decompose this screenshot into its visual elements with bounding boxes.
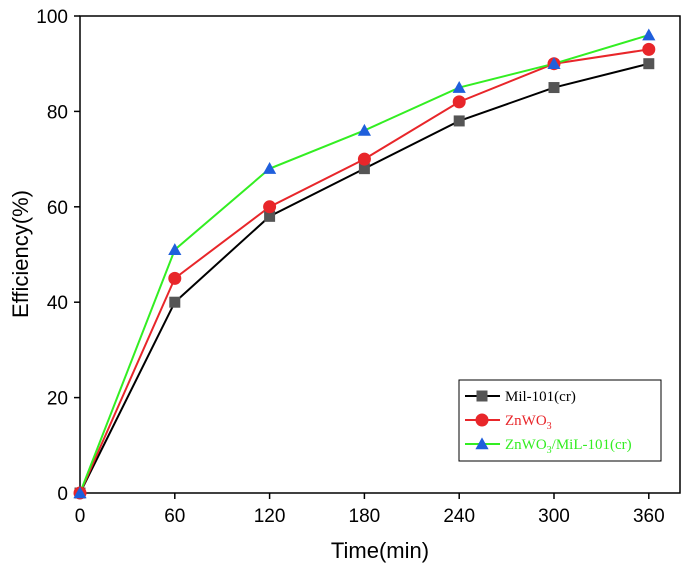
- data-point-composite: [642, 28, 656, 41]
- data-point-mil101: [643, 58, 655, 70]
- ticks-layer: 0 60 120 180 240 300 360 0 20 40 60 80 100: [36, 7, 664, 527]
- x-tick-label: 0: [75, 506, 86, 527]
- legend-label-main: ZnWO: [505, 437, 547, 453]
- legend-label-composite: ZnWO3/MiL-101(cr): [505, 437, 632, 456]
- data-point-composite: [452, 80, 466, 93]
- x-tick-label: 300: [538, 506, 570, 527]
- data-point-composite: [73, 486, 87, 499]
- y-tick-label: 0: [57, 484, 68, 505]
- legend-marker-mil101: [476, 390, 488, 402]
- x-tick-label: 120: [254, 506, 286, 527]
- data-point-mil101: [548, 82, 560, 94]
- legend-marker-composite: [475, 437, 489, 450]
- data-point-composite: [168, 243, 182, 256]
- legend-label-tail: /MiL-101(cr): [552, 437, 632, 453]
- legend-label-main: Mil-101(cr): [505, 389, 576, 405]
- legend-label-main: ZnWO: [505, 413, 547, 429]
- data-point-znwo3: [452, 95, 466, 109]
- data-point-composite: [357, 123, 371, 136]
- y-tick-label: 20: [47, 389, 68, 410]
- data-point-znwo3: [168, 271, 182, 285]
- legend-label-mil101: Mil-101(cr): [505, 389, 576, 405]
- y-tick-label: 40: [47, 293, 68, 314]
- y-tick-label: 100: [36, 7, 68, 28]
- data-point-znwo3: [263, 200, 277, 214]
- legend-marker-znwo3: [475, 413, 489, 427]
- plot-frame: [79, 15, 681, 494]
- y-tick-label: 60: [47, 198, 68, 219]
- x-tick-label: 240: [443, 506, 475, 527]
- legend-label-subscript: 3: [547, 445, 552, 456]
- data-point-mil101: [358, 163, 370, 175]
- legend-label-subscript: 3: [547, 421, 552, 432]
- x-tick-label: 60: [164, 506, 185, 527]
- x-tick-label: 180: [349, 506, 381, 527]
- data-point-composite: [547, 57, 561, 69]
- y-tick-label: 80: [47, 102, 68, 123]
- data-point-composite: [263, 162, 277, 174]
- data-point-mil101: [453, 115, 465, 127]
- y-axis-title: Efficiency(%): [8, 190, 33, 318]
- x-axis-title: Time(min): [331, 538, 429, 563]
- legend-label-znwo3: ZnWO3: [505, 413, 552, 432]
- data-point-znwo3: [642, 42, 656, 56]
- x-tick-label: 360: [633, 506, 665, 527]
- data-point-znwo3: [357, 152, 371, 166]
- series-layer: [73, 28, 656, 500]
- data-point-mil101: [169, 296, 181, 308]
- data-point-mil101: [264, 210, 276, 222]
